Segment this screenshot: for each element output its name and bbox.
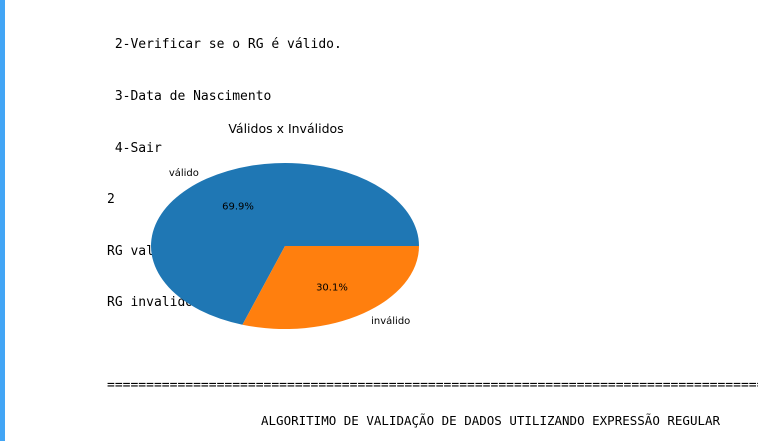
separator-line: ========================================… bbox=[107, 378, 758, 393]
slice-label-valido: válido bbox=[169, 167, 199, 179]
menu-option-verify-rg: 2-Verificar se o RG é válido. bbox=[107, 37, 342, 53]
menu-option-birth-date: 3-Data de Nascimento bbox=[107, 89, 272, 105]
pie-slice-valido bbox=[151, 163, 419, 325]
menu-option-exit: 4-Sair bbox=[107, 140, 162, 156]
pie-slice-invalido bbox=[242, 246, 419, 329]
user-input-choice: 2 bbox=[107, 192, 115, 208]
pie-chart: Válidos x Inválidos válido 69.9% inválido 3… bbox=[151, 121, 419, 329]
slice-percent-valido: 69.9% bbox=[222, 202, 254, 213]
chart-title: Válidos x Inválidos bbox=[228, 121, 343, 136]
slice-percent-invalido: 30.1% bbox=[316, 282, 348, 293]
cell-focus-indicator bbox=[0, 0, 5, 441]
slice-label-invalido: inválido bbox=[371, 315, 410, 327]
program-title: ALGORITIMO DE VALIDAÇÃO DE DADOS UTILIZA… bbox=[261, 413, 721, 428]
